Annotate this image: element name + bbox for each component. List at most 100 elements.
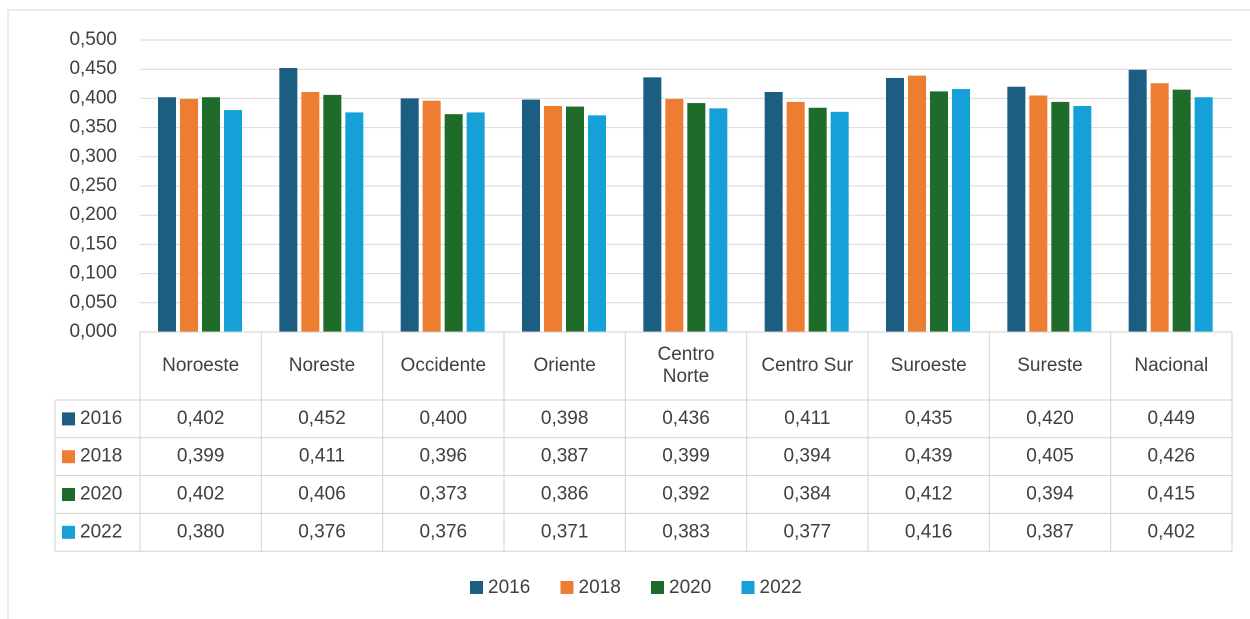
category-label: Suroeste bbox=[890, 355, 967, 376]
bar bbox=[444, 114, 463, 332]
bar bbox=[1150, 83, 1169, 332]
row-label: 2020 bbox=[80, 484, 122, 505]
table-value: 0,380 bbox=[177, 521, 225, 542]
bar bbox=[1128, 69, 1147, 332]
table-value: 0,384 bbox=[784, 484, 832, 505]
table-value: 0,436 bbox=[662, 408, 710, 429]
y-tick-label: 0,050 bbox=[69, 292, 117, 313]
y-tick-label: 0,450 bbox=[69, 58, 117, 79]
table-value: 0,402 bbox=[177, 408, 225, 429]
table-value: 0,415 bbox=[1148, 484, 1196, 505]
table-value: 0,377 bbox=[784, 521, 832, 542]
bar bbox=[279, 68, 298, 333]
bar bbox=[1194, 97, 1213, 333]
legend-label: 2016 bbox=[488, 577, 530, 598]
table-value: 0,399 bbox=[177, 446, 225, 467]
bar bbox=[1029, 95, 1048, 332]
row-label: 2016 bbox=[80, 408, 122, 429]
bar bbox=[709, 108, 728, 332]
row-label: 2022 bbox=[80, 521, 122, 542]
bar bbox=[224, 110, 242, 332]
y-tick-label: 0,250 bbox=[69, 175, 117, 196]
y-tick-label: 0,200 bbox=[69, 204, 117, 225]
bar bbox=[323, 94, 342, 332]
table-value: 0,452 bbox=[298, 408, 346, 429]
category-label: Centro Norte bbox=[657, 344, 715, 387]
bar bbox=[952, 89, 970, 332]
table-value: 0,449 bbox=[1148, 408, 1196, 429]
bar bbox=[345, 112, 364, 332]
bar bbox=[808, 107, 827, 332]
y-tick-label: 0,350 bbox=[69, 117, 117, 138]
table-value: 0,412 bbox=[905, 484, 953, 505]
legend-swatch bbox=[560, 581, 574, 594]
legend-label: 2020 bbox=[669, 577, 711, 598]
bar bbox=[830, 111, 849, 332]
legend-label: 2022 bbox=[760, 577, 802, 598]
bar bbox=[566, 106, 584, 333]
y-tick-label: 0,500 bbox=[69, 29, 117, 50]
bar bbox=[202, 97, 220, 333]
bar bbox=[158, 97, 176, 333]
category-label: Sureste bbox=[1017, 355, 1083, 376]
bar bbox=[1172, 89, 1191, 332]
table-value: 0,394 bbox=[1026, 484, 1074, 505]
bar bbox=[422, 100, 441, 333]
table-value: 0,402 bbox=[1148, 521, 1196, 542]
table-value: 0,371 bbox=[541, 521, 589, 542]
bar bbox=[301, 91, 320, 332]
table-value: 0,373 bbox=[420, 484, 468, 505]
table-value: 0,387 bbox=[1026, 521, 1074, 542]
bar bbox=[588, 115, 606, 332]
bar bbox=[908, 75, 926, 333]
bar bbox=[466, 112, 485, 332]
bar bbox=[764, 91, 783, 332]
bar bbox=[522, 99, 540, 333]
table-value: 0,383 bbox=[662, 521, 710, 542]
table-value: 0,398 bbox=[541, 408, 589, 429]
table-value: 0,387 bbox=[541, 446, 589, 467]
bar bbox=[886, 77, 904, 333]
category-label: Oriente bbox=[533, 355, 596, 376]
y-tick-label: 0,150 bbox=[69, 233, 117, 254]
legend-swatch bbox=[62, 488, 75, 501]
legend-label: 2018 bbox=[579, 577, 621, 598]
category-label: Noroeste bbox=[162, 355, 240, 376]
legend-swatch bbox=[62, 412, 75, 426]
table-value: 0,396 bbox=[420, 446, 468, 467]
legend-swatch bbox=[62, 450, 75, 464]
frame bbox=[7, 9, 1250, 619]
bar bbox=[1007, 86, 1026, 332]
y-tick-label: 0,400 bbox=[69, 87, 117, 108]
bar bbox=[930, 91, 948, 332]
legend-swatch bbox=[470, 581, 483, 594]
table-value: 0,376 bbox=[420, 521, 468, 542]
y-tick-label: 0,000 bbox=[69, 321, 117, 342]
legend-swatch bbox=[62, 525, 75, 539]
bar bbox=[1073, 105, 1092, 332]
legend-swatch bbox=[741, 581, 755, 594]
bar bbox=[400, 98, 419, 333]
category-label: Noreste bbox=[288, 355, 356, 376]
table-value: 0,439 bbox=[905, 446, 953, 467]
legend-swatch bbox=[651, 581, 664, 594]
table-value: 0,402 bbox=[177, 484, 225, 505]
table-value: 0,411 bbox=[299, 446, 345, 467]
category-label: Nacional bbox=[1134, 355, 1209, 376]
table-value: 0,405 bbox=[1026, 446, 1074, 467]
table-value: 0,394 bbox=[784, 446, 832, 467]
table-value: 0,392 bbox=[662, 484, 710, 505]
y-tick-label: 0,100 bbox=[69, 263, 117, 284]
row-label: 2018 bbox=[80, 446, 122, 467]
bar bbox=[180, 98, 198, 332]
table-value: 0,399 bbox=[662, 446, 710, 467]
category-label: Centro Sur bbox=[761, 355, 854, 376]
category-label: Occidente bbox=[400, 355, 487, 376]
table-value: 0,411 bbox=[784, 408, 830, 429]
bar bbox=[544, 105, 562, 332]
bar bbox=[1051, 101, 1070, 333]
table-value: 0,416 bbox=[905, 521, 953, 542]
table-value: 0,386 bbox=[541, 484, 589, 505]
